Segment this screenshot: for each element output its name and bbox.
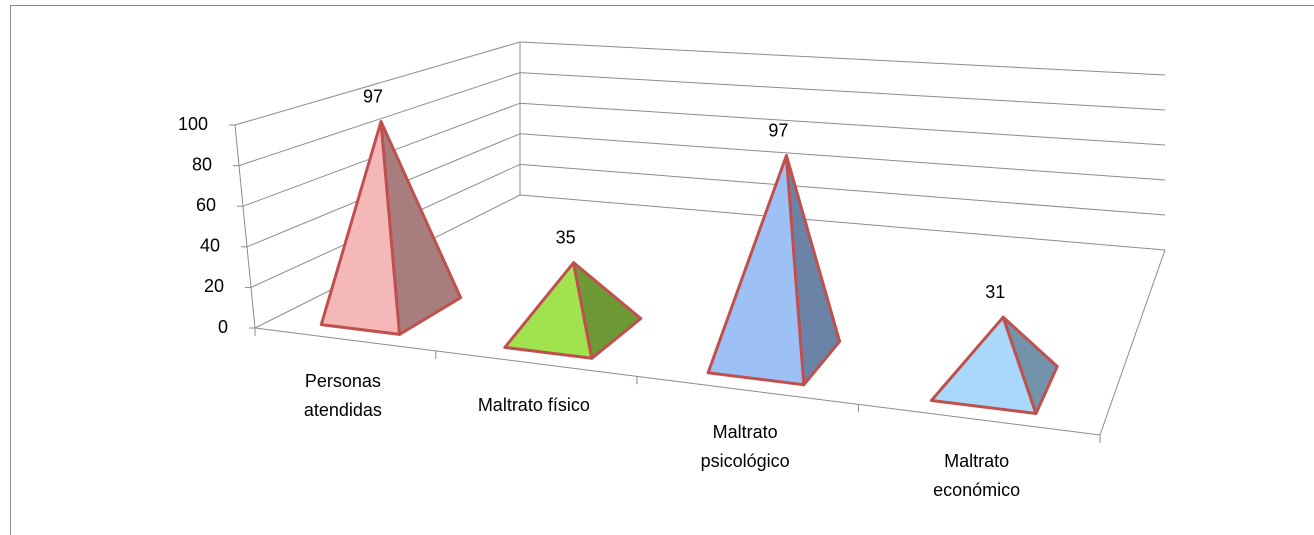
y-tick-label: 20 (204, 276, 224, 296)
pyramid (706, 154, 842, 387)
value-label: 97 (363, 86, 383, 106)
value-label: 35 (556, 227, 576, 247)
pyramid (503, 261, 643, 360)
pyramid (929, 315, 1059, 415)
pyramid (319, 120, 463, 336)
x-tick-label: Personas atendidas (303, 371, 382, 421)
y-tick-label: 60 (196, 195, 216, 215)
x-tick-label: Maltrato psicológico (700, 422, 790, 472)
chart-frame (10, 5, 1314, 535)
y-tick-label: 100 (178, 114, 208, 134)
y-tick-label: 0 (218, 317, 228, 337)
y-tick-label: 80 (192, 154, 212, 174)
y-tick-label: 40 (200, 236, 220, 256)
x-tick-label: Maltrato económico (933, 451, 1021, 501)
y-axis (234, 124, 256, 329)
pyramid-face (784, 154, 842, 387)
pyramid-face (1001, 315, 1059, 415)
value-label: 97 (768, 120, 788, 140)
pyramid-face (379, 120, 463, 336)
value-label: 31 (985, 282, 1005, 302)
x-tick-label: Maltrato físico (477, 395, 590, 416)
pyramid-face (572, 261, 643, 360)
